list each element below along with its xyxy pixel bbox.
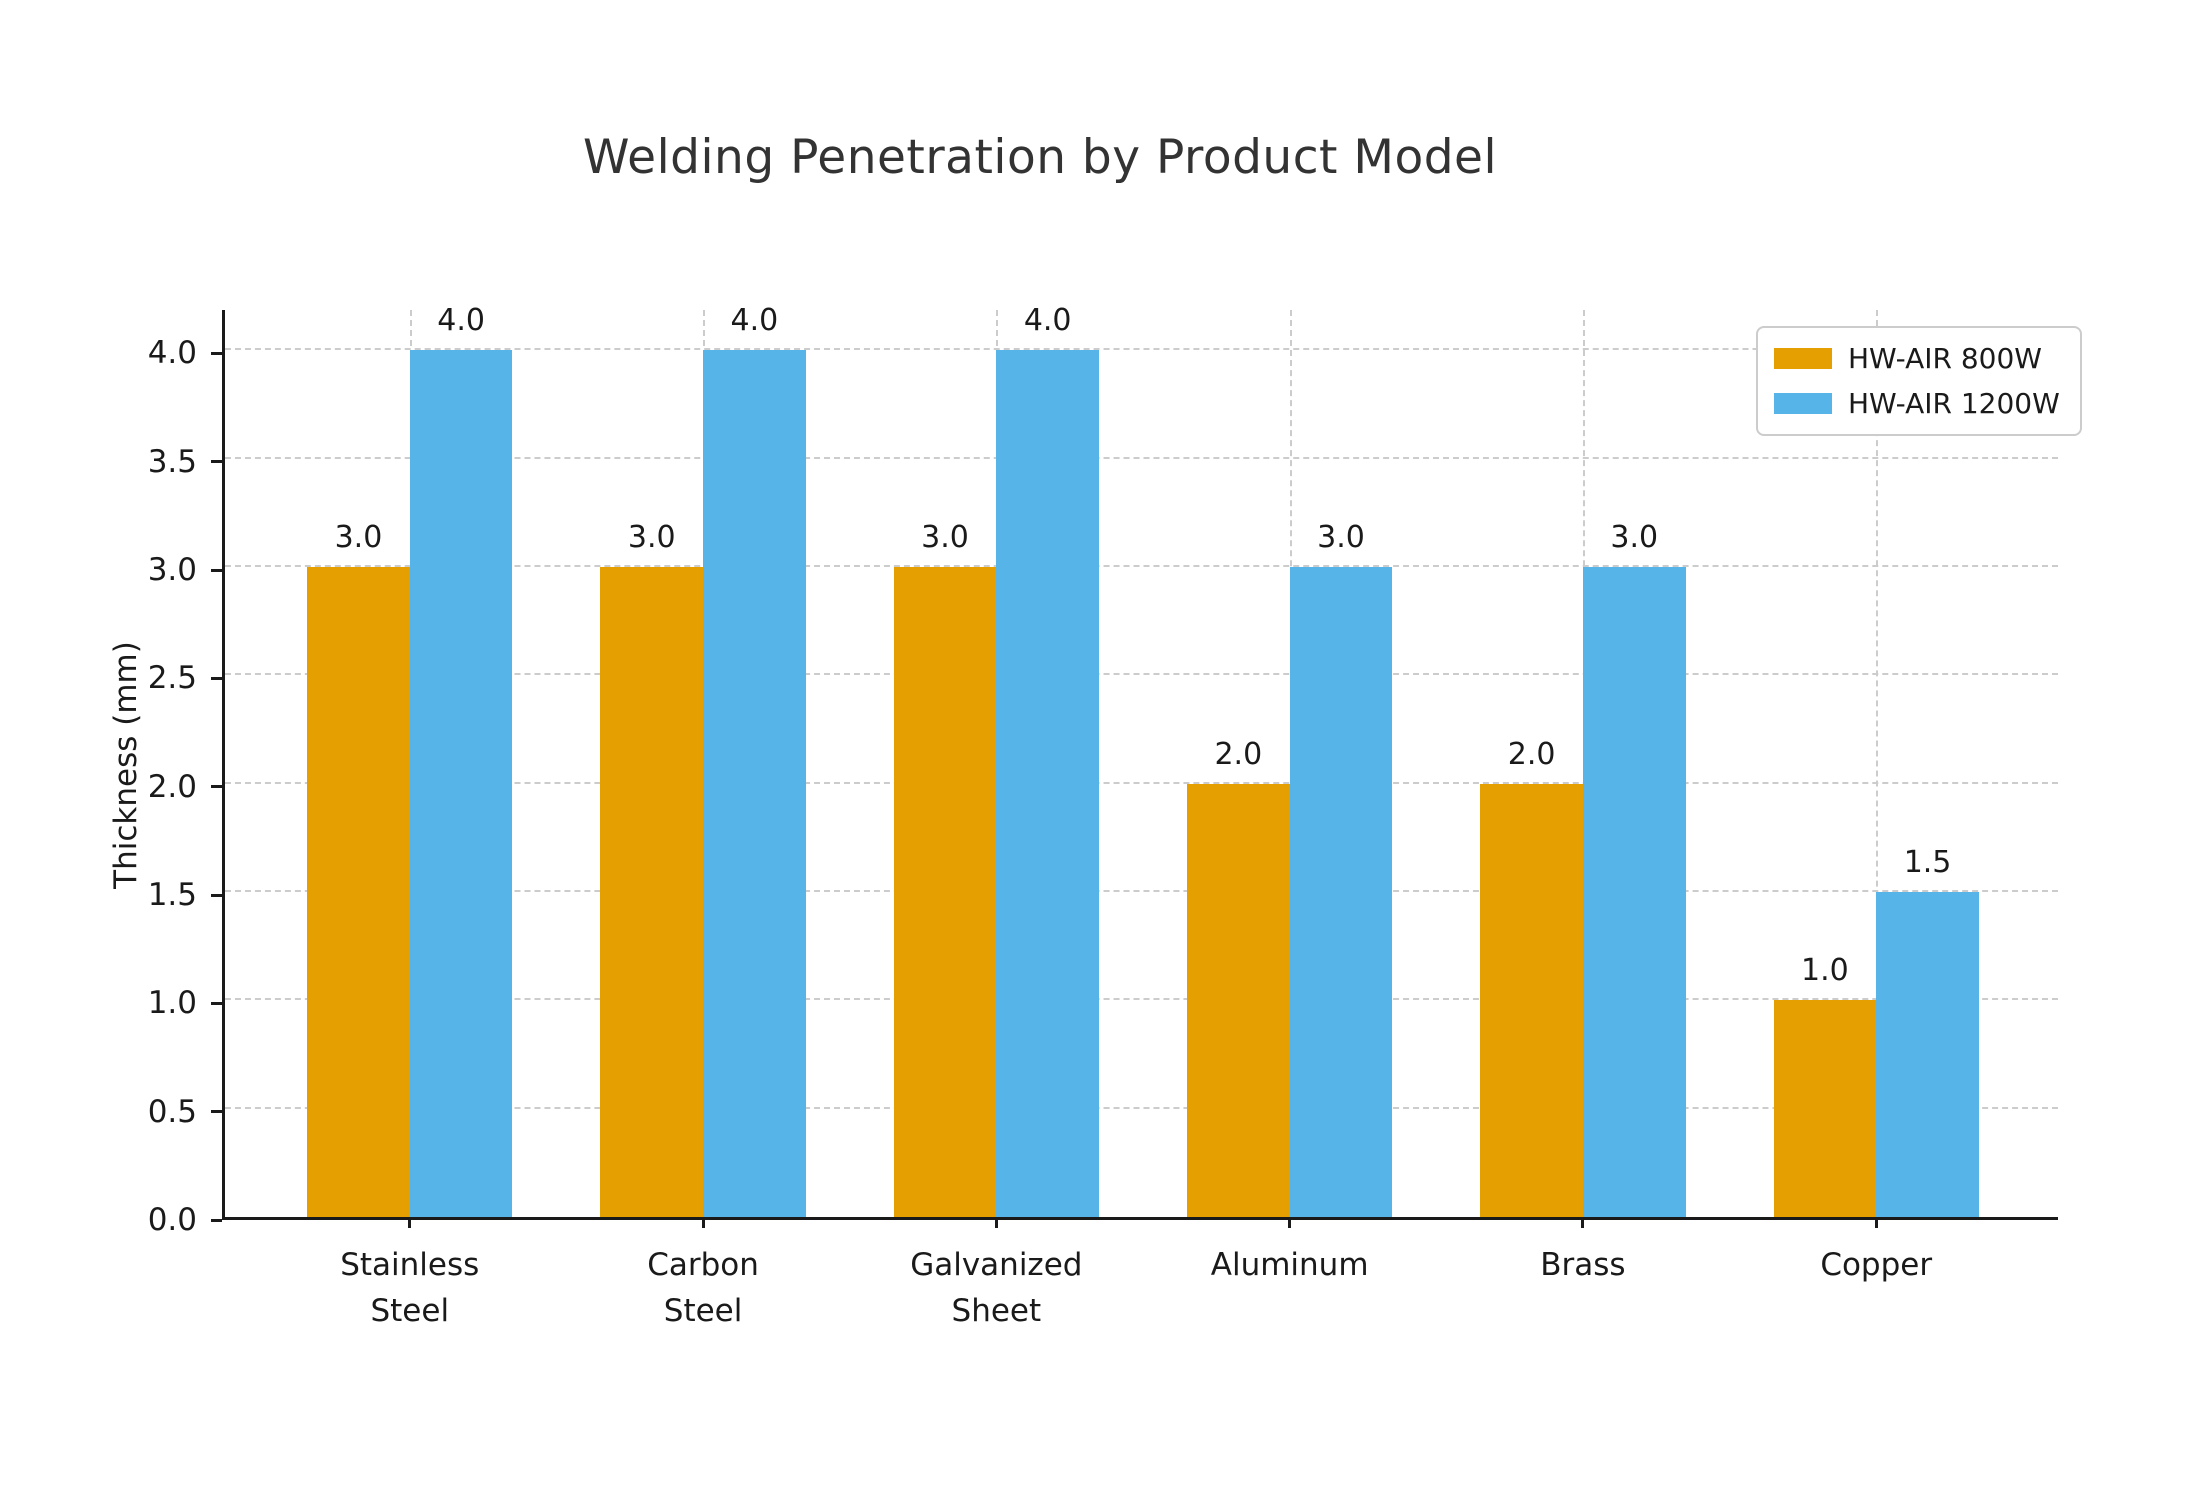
x-tick-label: Copper (1820, 1247, 1933, 1283)
bar (703, 350, 806, 1217)
legend-item: HW-AIR 1200W (1774, 387, 2060, 420)
y-tick-label: 4.0 (147, 335, 197, 372)
y-axis-tick (211, 1110, 222, 1114)
y-tick-label: 1.0 (147, 985, 197, 1022)
x-tick-label: Aluminum (1210, 1247, 1369, 1283)
bar (600, 567, 704, 1217)
y-axis-tick (211, 785, 222, 789)
legend-label-series-0: HW-AIR 800W (1848, 342, 2042, 375)
chart-title: Welding Penetration by Product Model (582, 130, 1498, 185)
gridline-h (225, 565, 2058, 567)
x-axis-tick (701, 1217, 705, 1228)
bar-value-label: 3.0 (1610, 520, 1659, 555)
legend-swatch-series-0 (1774, 348, 1832, 369)
bar-value-label: 4.0 (730, 303, 779, 339)
bar (1773, 1000, 1877, 1217)
x-tick-label: Stainless Steel (340, 1247, 480, 1329)
bar-value-label: 3.0 (1317, 520, 1365, 555)
x-tick-label: Carbon Steel (647, 1247, 759, 1329)
x-axis-tick (1874, 1217, 1878, 1228)
bar (1876, 892, 1979, 1217)
bar-value-label: 1.5 (1903, 845, 1952, 880)
bar (1289, 567, 1393, 1217)
bar-value-label: 3.0 (627, 520, 676, 555)
gridline-h (225, 348, 2058, 351)
bar-value-label: 4.0 (1023, 303, 1072, 339)
gridline-h (225, 1106, 2058, 1109)
x-axis-tick (1288, 1217, 1292, 1228)
y-axis-tick (211, 460, 222, 464)
y-axis-tick (211, 893, 222, 897)
bar-value-label: 4.0 (437, 303, 485, 339)
legend-item: HW-AIR 800W (1774, 342, 2060, 375)
y-axis-tick (211, 1218, 222, 1222)
bar-value-label: 3.0 (334, 520, 383, 555)
y-tick-label: 0.5 (147, 1093, 197, 1130)
bar-value-label: 2.0 (1507, 736, 1556, 772)
bar-value-label: 2.0 (1214, 736, 1263, 772)
bar (1582, 567, 1686, 1217)
bar (893, 567, 997, 1217)
x-tick-label: Galvanized Sheet (910, 1247, 1083, 1329)
x-axis-tick (1581, 1217, 1585, 1228)
y-tick-label: 1.5 (147, 877, 197, 913)
legend: HW-AIR 800W HW-AIR 1200W (1756, 326, 2082, 436)
bar-value-label: 3.0 (921, 520, 969, 555)
y-tick-label: 2.0 (147, 768, 197, 805)
plot-area: 3.0 3.0 3.0 2.0 2.0 1.0 4.0 4.0 4.0 3.0 3.0 1.5 0.0 0… (148, 303, 2058, 1329)
y-tick-label: 3.0 (147, 552, 197, 588)
gridline-h (225, 781, 2058, 784)
bar (996, 350, 1099, 1217)
x-tick-label: Brass (1540, 1247, 1626, 1283)
legend-swatch-series-1 (1774, 393, 1832, 414)
bar (307, 567, 410, 1217)
gridline-h (225, 673, 2058, 676)
bar-value-label: 1.0 (1801, 953, 1849, 989)
legend-label-series-1: HW-AIR 1200W (1848, 387, 2060, 420)
y-axis-tick (211, 351, 222, 355)
bar (1480, 783, 1583, 1217)
bar (409, 350, 513, 1217)
gridline-h (225, 998, 2058, 1001)
gridline-v (1876, 310, 1879, 1217)
bar (1186, 783, 1290, 1217)
y-tick-label: 0.0 (147, 1202, 197, 1238)
y-tick-label: 3.5 (147, 443, 197, 480)
y-axis-tick (211, 676, 222, 680)
x-axis-tick (994, 1217, 998, 1228)
gridline-h (225, 456, 2058, 459)
y-axis-tick (211, 1001, 222, 1005)
gridline-h (225, 890, 2058, 892)
x-axis-tick (408, 1217, 412, 1228)
y-axis-tick (211, 568, 222, 572)
y-tick-label: 2.5 (147, 660, 197, 697)
